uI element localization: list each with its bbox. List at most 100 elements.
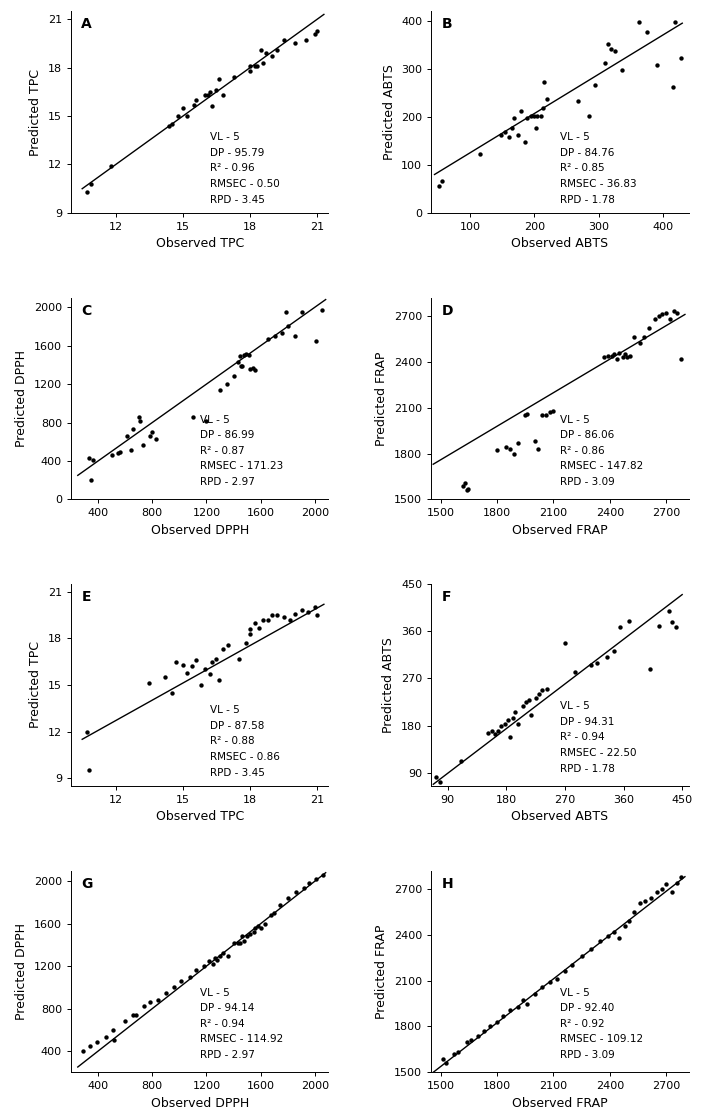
Point xyxy=(214,381,226,399)
Point xyxy=(186,658,197,676)
Point xyxy=(107,1021,119,1039)
Point xyxy=(150,430,161,448)
Point xyxy=(152,991,163,1009)
Text: VL - 5
DP - 84.76
R² - 0.85
RMSEC - 36.83
RPD - 1.78: VL - 5 DP - 84.76 R² - 0.85 RMSEC - 36.8… xyxy=(560,132,637,204)
Point xyxy=(576,947,587,965)
Point xyxy=(503,128,514,146)
Point xyxy=(559,633,571,651)
Point xyxy=(512,433,523,451)
Point xyxy=(83,449,94,467)
Text: VL - 5
DP - 86.99
R² - 0.87
RMSEC - 171.23
RPD - 2.97: VL - 5 DP - 86.99 R² - 0.87 RMSEC - 171.… xyxy=(200,414,283,487)
Point xyxy=(278,31,289,49)
Point xyxy=(310,25,321,42)
Point xyxy=(283,317,294,335)
Point xyxy=(121,428,132,446)
Text: G: G xyxy=(81,877,93,890)
Point xyxy=(217,945,229,963)
Point xyxy=(289,35,300,52)
Point xyxy=(198,957,209,975)
Point xyxy=(238,346,249,364)
Point xyxy=(617,61,628,79)
Point xyxy=(645,889,657,907)
Point xyxy=(244,57,256,75)
Point xyxy=(509,704,520,722)
Point xyxy=(660,876,672,894)
Point xyxy=(178,99,189,117)
Point xyxy=(653,307,665,325)
Point xyxy=(530,689,541,707)
Point xyxy=(506,118,518,136)
Point xyxy=(207,652,218,670)
Point xyxy=(619,345,630,363)
Point xyxy=(298,879,310,897)
Point xyxy=(229,68,240,86)
Point xyxy=(211,650,222,668)
Text: D: D xyxy=(442,304,453,317)
Point xyxy=(675,350,687,367)
Point xyxy=(182,663,193,681)
Point xyxy=(608,923,619,941)
Point xyxy=(271,41,283,59)
Point xyxy=(233,353,244,371)
Point xyxy=(433,176,444,194)
Point xyxy=(211,82,222,99)
Point xyxy=(106,446,117,464)
Point xyxy=(613,929,625,947)
Point xyxy=(178,656,189,674)
Point xyxy=(256,41,267,59)
Point xyxy=(657,880,668,898)
Point xyxy=(112,443,124,461)
Point xyxy=(634,335,645,353)
Point xyxy=(482,725,493,743)
Point xyxy=(437,172,448,190)
Point xyxy=(675,868,687,886)
X-axis label: Observed FRAP: Observed FRAP xyxy=(512,524,608,537)
Point xyxy=(621,349,633,366)
X-axis label: Observed DPPH: Observed DPPH xyxy=(151,1097,248,1110)
Y-axis label: Predicted FRAP: Predicted FRAP xyxy=(376,924,388,1019)
Point xyxy=(537,977,548,995)
Point xyxy=(214,946,226,964)
Point xyxy=(503,712,514,729)
Point xyxy=(651,57,662,75)
X-axis label: Observed FRAP: Observed FRAP xyxy=(512,1097,608,1110)
Point xyxy=(248,614,260,632)
Point xyxy=(138,436,149,454)
Point xyxy=(602,927,613,945)
Point xyxy=(236,927,247,945)
Point xyxy=(253,619,265,637)
Point xyxy=(187,409,199,427)
Point xyxy=(310,870,322,888)
X-axis label: Observed ABTS: Observed ABTS xyxy=(511,811,608,823)
Point xyxy=(175,972,187,990)
Point xyxy=(280,303,291,321)
Point xyxy=(525,706,537,724)
Y-axis label: Predicted DPPH: Predicted DPPH xyxy=(16,350,28,447)
Point xyxy=(601,649,613,667)
Point xyxy=(304,875,315,892)
Point xyxy=(537,681,548,699)
Point xyxy=(528,107,540,125)
Point xyxy=(202,86,213,104)
Point xyxy=(258,54,269,71)
Text: A: A xyxy=(81,17,92,31)
Point xyxy=(146,422,158,440)
Point xyxy=(278,608,289,626)
Point xyxy=(106,157,117,175)
Text: VL - 5
DP - 94.31
R² - 0.94
RMSEC - 22.50
RPD - 1.78: VL - 5 DP - 94.31 R² - 0.94 RMSEC - 22.5… xyxy=(560,701,636,773)
Point xyxy=(267,607,278,624)
Point xyxy=(207,955,219,973)
Point xyxy=(441,1054,452,1072)
Point xyxy=(474,145,485,163)
Point xyxy=(255,919,266,937)
Point xyxy=(166,115,178,133)
Point xyxy=(244,346,255,364)
Point xyxy=(87,450,99,468)
Point xyxy=(285,611,296,629)
Point xyxy=(541,680,552,698)
Point xyxy=(505,440,516,458)
Point xyxy=(182,107,193,125)
Point xyxy=(296,602,307,620)
Point xyxy=(544,973,555,991)
Point xyxy=(619,917,630,935)
